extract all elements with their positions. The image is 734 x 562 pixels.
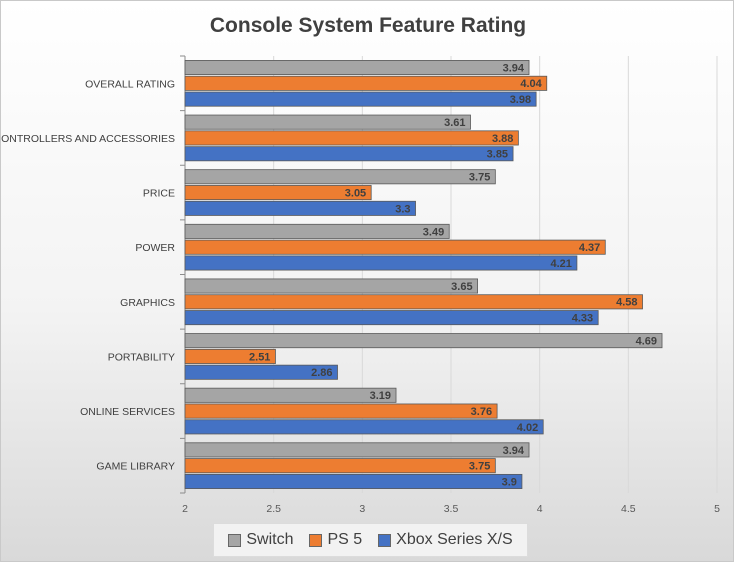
category-label: GRAPHICS: [120, 297, 175, 309]
bar: [184, 223, 450, 239]
x-tick-label: 3.5: [444, 503, 459, 515]
x-tick-label: 2.5: [266, 503, 281, 515]
data-label: 3.88: [492, 133, 513, 145]
chart-title: Console System Feature Rating: [209, 14, 527, 37]
data-label: 3.65: [451, 281, 472, 293]
bar: [184, 403, 498, 419]
legend: Switch PS 5 Xbox Series X/S: [213, 523, 528, 557]
bar: [184, 75, 548, 91]
data-label: 4.37: [579, 242, 600, 254]
data-label: 2.51: [249, 351, 270, 363]
data-label: 3.76: [471, 406, 492, 418]
x-tick-label: 5: [714, 503, 720, 515]
bar: [184, 169, 496, 185]
data-label: 3.05: [345, 187, 366, 199]
data-label: 3.61: [444, 117, 465, 129]
data-label: 2.86: [311, 367, 332, 379]
plot-area: 2 2.5 3 3.5 4 4.5 5 OVERALL RATING 3.94 4.04 3.98 C…: [1, 55, 720, 515]
data-label: 3.94: [503, 62, 525, 74]
data-label: 3.75: [469, 172, 490, 184]
data-label: 3.85: [487, 149, 508, 161]
data-label: 4.33: [572, 313, 593, 325]
bar: [184, 348, 276, 364]
legend-item-xbox: Xbox Series X/S: [378, 531, 513, 549]
data-label: 3.19: [370, 390, 391, 402]
data-label: 4.58: [616, 297, 637, 309]
data-label: 3.3: [395, 203, 410, 215]
legend-swatch-ps5: [309, 533, 323, 547]
bar: [184, 114, 471, 130]
legend-swatch-xbox: [378, 533, 392, 547]
bar: [184, 458, 496, 474]
x-tick-label: 4.5: [621, 503, 636, 515]
category-label: ONLINE SERVICES: [80, 406, 175, 418]
category-label: PORTABILITY: [108, 351, 175, 363]
bar: [184, 473, 523, 489]
data-label: 4.04: [520, 78, 542, 90]
bar: [184, 278, 479, 294]
bar: [184, 130, 519, 146]
category-label: GAME LIBRARY: [96, 461, 175, 473]
bar: [184, 442, 530, 458]
data-label: 3.9: [502, 476, 517, 488]
x-tick-label: 2: [182, 503, 188, 515]
legend-item-ps5: PS 5: [309, 531, 362, 549]
bar: [184, 200, 416, 216]
x-tick-label: 3: [359, 503, 365, 515]
data-label: 4.02: [517, 422, 538, 434]
x-tick-label: 4: [537, 503, 543, 515]
bar: [184, 146, 514, 162]
bar: [184, 310, 599, 326]
category-label: PRICE: [143, 188, 175, 200]
data-label: 4.21: [550, 258, 571, 270]
bar: [184, 60, 530, 76]
bar: [184, 387, 397, 403]
bar: [184, 419, 544, 435]
legend-item-switch: Switch: [228, 531, 293, 549]
category-label: OVERALL RATING: [85, 78, 175, 90]
bar: [184, 364, 338, 380]
data-label: 3.94: [503, 445, 525, 457]
category-label: POWER: [135, 242, 175, 254]
legend-label-ps5: PS 5: [327, 531, 363, 548]
bar: [184, 294, 643, 310]
bar: [184, 91, 537, 107]
data-label: 4.69: [636, 336, 657, 348]
data-label: 3.75: [469, 461, 490, 473]
bar: [184, 333, 663, 349]
data-label: 3.49: [423, 226, 444, 238]
category-label: CONTROLLERS AND ACCESSORIES: [1, 133, 175, 145]
bar: [184, 185, 372, 201]
legend-label-switch: Switch: [246, 531, 294, 548]
bar: [184, 239, 606, 255]
data-label: 3.98: [510, 94, 531, 106]
legend-label-xbox: Xbox Series X/S: [396, 531, 513, 548]
legend-swatch-switch: [228, 533, 242, 547]
bar: [184, 255, 578, 271]
